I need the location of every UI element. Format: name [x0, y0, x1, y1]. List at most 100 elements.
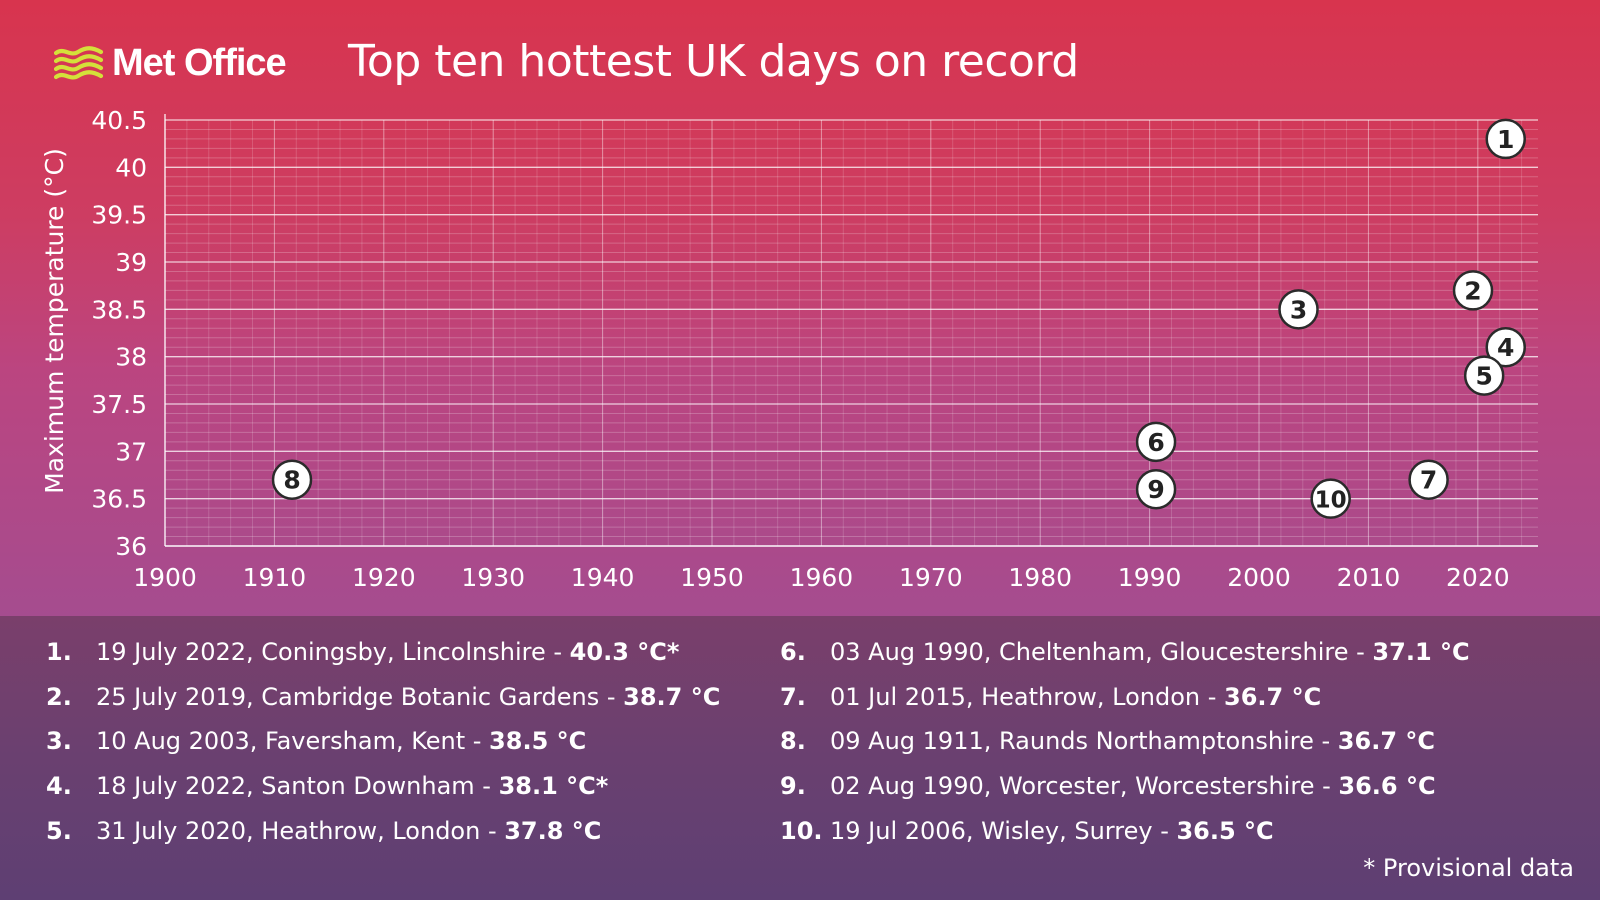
legend-item-5: 5. 31 July 2020, Heathrow, London - 37.8 …	[46, 817, 601, 845]
met-office-logo: Met Office	[54, 40, 287, 86]
point-label: 10	[1315, 488, 1347, 514]
point-label: 8	[283, 466, 300, 495]
x-tick-label: 1900	[133, 563, 197, 592]
x-tick-label: 1970	[899, 563, 963, 592]
point-label: 5	[1475, 362, 1492, 391]
x-tick-label: 1930	[461, 563, 525, 592]
data-point-6: 6	[1135, 421, 1177, 463]
legend-description: 09 Aug 1911, Raunds Northamptonshire -	[830, 727, 1338, 755]
logo-text: Met Office	[112, 41, 287, 84]
legend-rank: 1.	[46, 638, 72, 666]
point-marker	[1408, 459, 1449, 500]
y-tick-label: 39	[115, 248, 147, 277]
legend-description: 18 July 2022, Santon Downham -	[96, 772, 499, 800]
x-tick-label: 1980	[1008, 563, 1072, 592]
x-tick-label: 1950	[680, 563, 744, 592]
data-point-9: 9	[1135, 468, 1177, 510]
legend-temperature: 38.1 °C*	[498, 772, 609, 800]
point-marker	[1452, 270, 1494, 311]
x-tick-label: 1910	[243, 563, 307, 592]
waves-icon	[54, 46, 104, 80]
y-tick-label: 40.5	[91, 106, 147, 135]
y-tick-label: 38	[115, 343, 147, 372]
point-marker	[1135, 421, 1177, 463]
legend-item-4: 4. 18 July 2022, Santon Downham - 38.1 °C…	[46, 772, 608, 800]
legend-item-6: 6. 03 Aug 1990, Cheltenham, Gloucestershi…	[780, 638, 1470, 666]
legend-rank: 10.	[780, 817, 823, 845]
point-marker	[1310, 478, 1351, 519]
y-tick-label: 38.5	[91, 295, 147, 324]
point-marker	[1485, 326, 1526, 368]
legend-temperature: 40.3 °C*	[569, 638, 680, 666]
legend-item-1: 1. 19 July 2022, Coningsby, Lincolnshire …	[46, 638, 679, 666]
legend-description: 10 Aug 2003, Faversham, Kent -	[96, 727, 490, 755]
legend-temperature: 37.1 °C	[1372, 638, 1470, 666]
legend-temperature: 36.7 °C	[1224, 683, 1322, 711]
point-label: 2	[1464, 276, 1481, 305]
x-tick-label: 1920	[352, 563, 416, 592]
legend-temperature: 36.5 °C	[1176, 817, 1274, 845]
point-marker	[1485, 118, 1526, 160]
legend-description: 03 Aug 1990, Cheltenham, Gloucestershire…	[830, 638, 1373, 666]
legend-item-2: 2. 25 July 2019, Cambridge Botanic Garden…	[46, 683, 720, 711]
legend-description: 31 July 2020, Heathrow, London -	[96, 817, 505, 845]
point-label: 7	[1420, 466, 1437, 495]
x-tick-label: 1960	[790, 563, 854, 592]
y-tick-label: 36	[115, 532, 147, 561]
x-tick-label: 2010	[1337, 563, 1401, 592]
data-point-7: 7	[1408, 459, 1449, 500]
legend-item-7: 7. 01 Jul 2015, Heathrow, London - 36.7 °…	[780, 683, 1321, 711]
point-marker	[1463, 355, 1505, 396]
data-point-2: 2	[1452, 270, 1494, 311]
point-label: 4	[1497, 333, 1514, 362]
y-tick-label: 40	[115, 153, 147, 182]
data-point-4: 4	[1485, 326, 1526, 368]
y-tick-label: 37	[115, 437, 147, 466]
x-tick-label: 2020	[1446, 563, 1510, 592]
legend-rank: 5.	[46, 817, 72, 845]
legend-description: 01 Jul 2015, Heathrow, London -	[830, 683, 1225, 711]
point-marker	[1135, 468, 1177, 510]
legend-rank: 8.	[780, 727, 806, 755]
legend-background	[0, 616, 1600, 900]
legend-rank: 2.	[46, 683, 72, 711]
data-point-3: 3	[1278, 289, 1319, 330]
legend-item-3: 3. 10 Aug 2003, Faversham, Kent - 38.5 °C	[46, 727, 586, 755]
legend-description: 19 Jul 2006, Wisley, Surrey -	[830, 817, 1177, 845]
data-point-5: 5	[1463, 355, 1505, 396]
y-axis-title: Maximum temperature (°C)	[40, 148, 69, 494]
legend-item-10: 10. 19 Jul 2006, Wisley, Surrey - 36.5 °C	[780, 817, 1274, 845]
data-point-1: 1	[1485, 118, 1526, 160]
legend-item-9: 9. 02 Aug 1990, Worcester, Worcestershire…	[780, 772, 1436, 800]
legend-item-8: 8. 09 Aug 1911, Raunds Northamptonshire -…	[780, 727, 1435, 755]
point-label: 3	[1290, 295, 1307, 324]
point-label: 6	[1147, 428, 1164, 457]
legend-description: 19 July 2022, Coningsby, Lincolnshire -	[96, 638, 570, 666]
page-title: Top ten hottest UK days on record	[348, 36, 1079, 87]
legend-temperature: 36.7 °C	[1337, 727, 1435, 755]
point-marker	[1278, 289, 1319, 330]
legend-rank: 9.	[780, 772, 806, 800]
legend-description: 02 Aug 1990, Worcester, Worcestershire -	[830, 772, 1339, 800]
legend-rank: 4.	[46, 772, 72, 800]
data-point-8: 8	[271, 459, 313, 500]
legend-temperature: 36.6 °C	[1338, 772, 1436, 800]
legend-temperature: 38.7 °C	[623, 683, 721, 711]
legend-rank: 6.	[780, 638, 806, 666]
point-label: 1	[1497, 125, 1514, 154]
point-label: 9	[1147, 475, 1164, 504]
legend-rank: 3.	[46, 727, 72, 755]
y-tick-label: 36.5	[91, 485, 147, 514]
x-tick-label: 1940	[571, 563, 635, 592]
x-tick-label: 2000	[1227, 563, 1291, 592]
y-tick-label: 37.5	[91, 390, 147, 419]
legend-description: 25 July 2019, Cambridge Botanic Gardens …	[96, 683, 624, 711]
provisional-footnote: * Provisional data	[1363, 854, 1574, 882]
data-point-10: 10	[1310, 478, 1351, 519]
legend-temperature: 37.8 °C	[504, 817, 602, 845]
legend-rank: 7.	[780, 683, 806, 711]
legend-temperature: 38.5 °C	[489, 727, 587, 755]
y-tick-label: 39.5	[91, 201, 147, 230]
x-tick-label: 1990	[1118, 563, 1182, 592]
